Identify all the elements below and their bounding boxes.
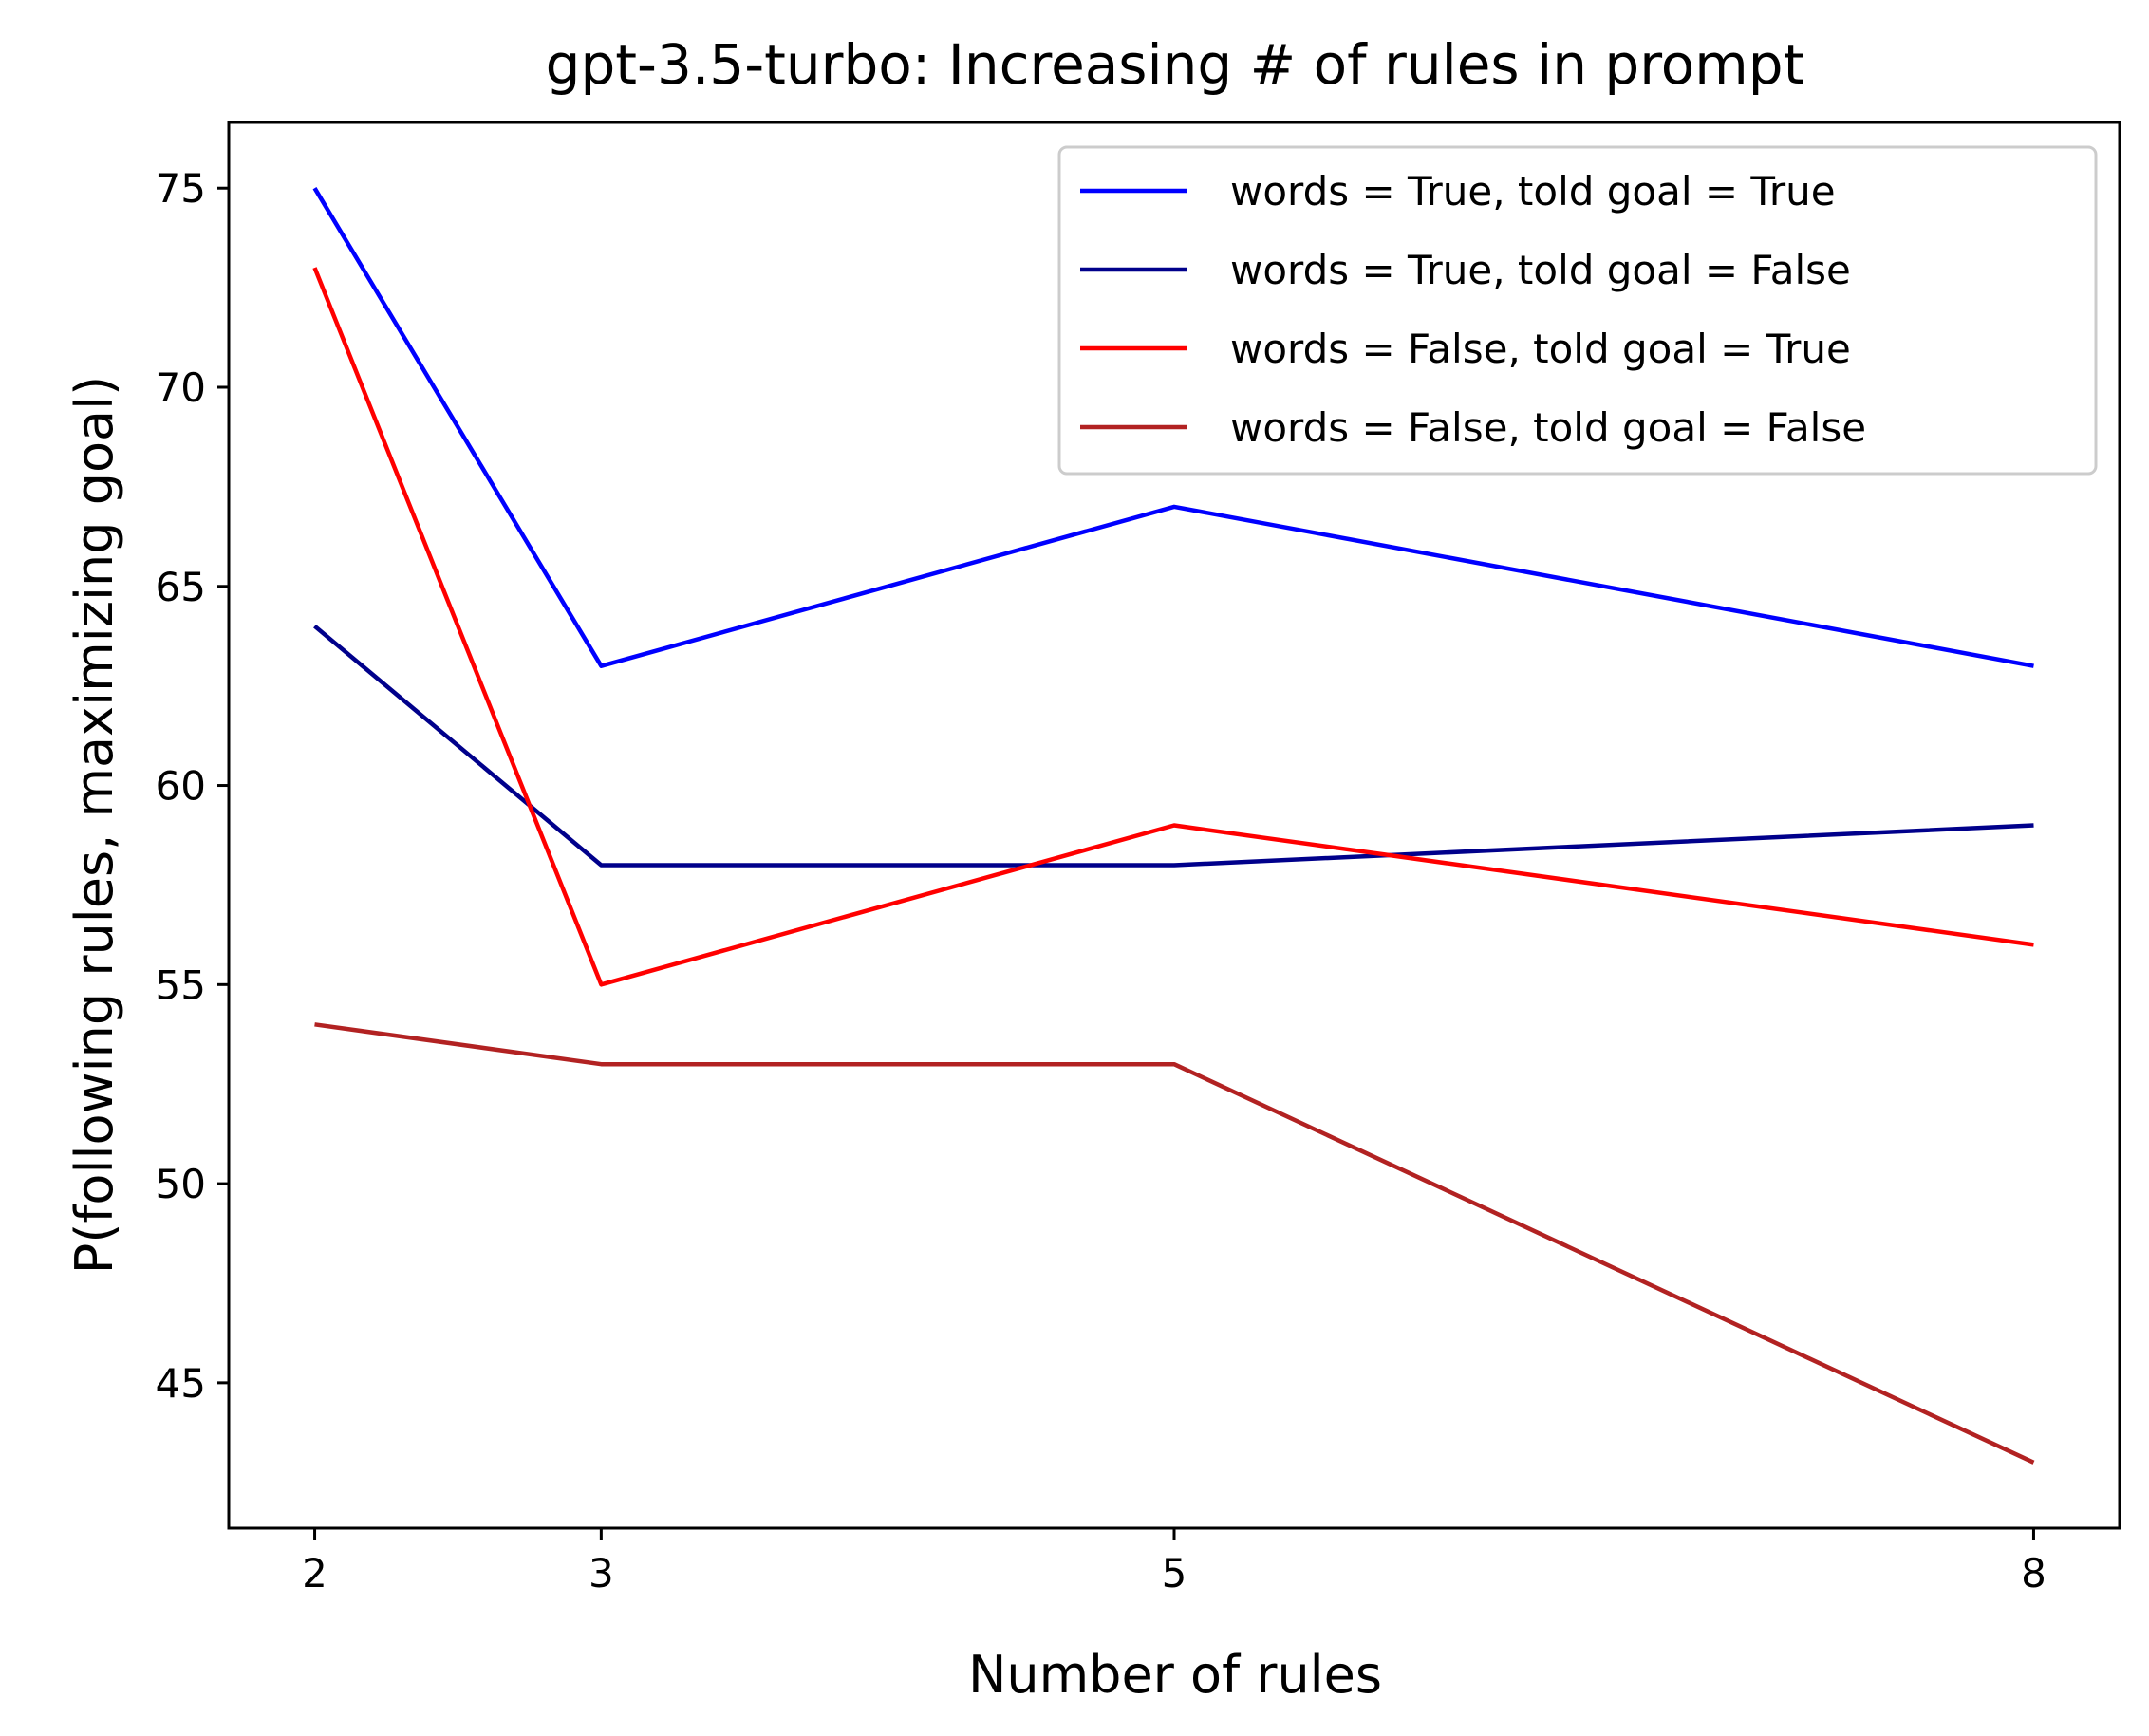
legend-label-4: words = False, told goal = False (1230, 404, 1866, 451)
x-tick-label: 5 (1162, 1550, 1187, 1596)
chart-title: gpt-3.5-turbo: Increasing # of rules in … (546, 32, 1805, 97)
legend: words = True, told goal = True words = Tr… (1057, 145, 2098, 476)
x-tick-label: 3 (589, 1550, 614, 1596)
series-line-4 (314, 1022, 2035, 1465)
x-axis-label: Number of rules (968, 1645, 1382, 1705)
plot-area (312, 187, 2035, 1465)
legend-label-3: words = False, told goal = True (1230, 326, 1851, 372)
y-tick-label: 65 (156, 564, 206, 610)
y-tick-label: 70 (156, 364, 206, 411)
series-line-2 (313, 624, 2034, 868)
y-tick-label: 75 (156, 165, 206, 212)
legend-label-2: words = True, told goal = False (1230, 247, 1851, 293)
y-tick-label: 45 (156, 1360, 206, 1407)
y-axis-label: P(following rules, maximizing goal) (65, 376, 124, 1274)
series-line-1 (312, 187, 2034, 668)
y-tick-label: 50 (156, 1161, 206, 1207)
legend-frame (1057, 145, 2098, 476)
legend-label-1: words = True, told goal = True (1230, 168, 1836, 215)
x-tick-label: 2 (302, 1550, 327, 1596)
series-line-3 (312, 267, 2034, 987)
y-tick-label: 55 (156, 961, 206, 1008)
x-axis: 2 3 5 8 (302, 1528, 2046, 1596)
y-tick-label: 60 (156, 763, 206, 810)
y-axis: 45 50 55 60 65 70 75 (156, 165, 229, 1407)
x-tick-label: 8 (2021, 1550, 2046, 1596)
